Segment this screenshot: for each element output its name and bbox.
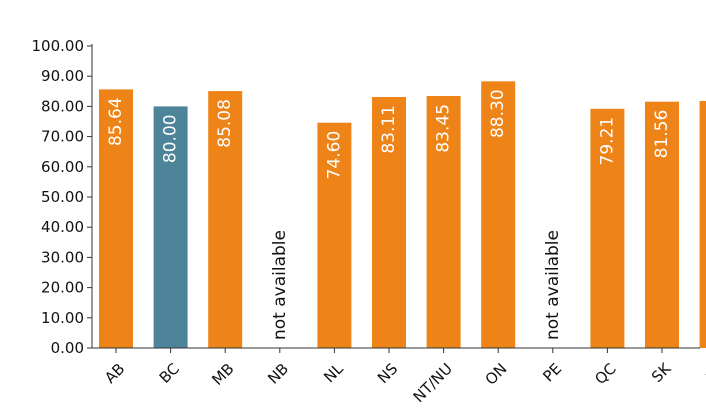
bar-nt-nu bbox=[426, 95, 461, 348]
y-tick-label: 70.00 bbox=[41, 128, 84, 146]
category-label: ON bbox=[482, 360, 511, 389]
bar-yt bbox=[699, 100, 706, 349]
category-label: NB bbox=[264, 360, 292, 388]
bar-value-label: 79.21 bbox=[597, 117, 617, 166]
y-tick-label: 100.00 bbox=[32, 37, 85, 55]
category-label: AB bbox=[101, 360, 128, 387]
bar-nl bbox=[317, 122, 352, 348]
bar-value-label: 83.45 bbox=[434, 104, 454, 153]
y-tick-label: 40.00 bbox=[41, 218, 84, 236]
category-label: NS bbox=[374, 360, 401, 387]
x-axis: AB BC MB NB NL NS NT/NU ON PE QC SK YT bbox=[92, 347, 706, 406]
y-tick-label: 10.00 bbox=[41, 309, 84, 327]
category-label: PE bbox=[539, 360, 565, 386]
category-label: NT/NU bbox=[410, 360, 456, 406]
category-label: BC bbox=[156, 360, 183, 387]
y-tick-label: 0.00 bbox=[51, 339, 84, 357]
y-axis: 0.00 10.00 20.00 30.00 40.00 50.00 60.00 70.00 8… bbox=[32, 37, 93, 357]
y-tick-label: 90.00 bbox=[41, 67, 84, 85]
category-label: YT bbox=[703, 359, 706, 386]
bar-mb bbox=[208, 91, 243, 348]
y-tick-label: 30.00 bbox=[41, 248, 84, 266]
category-label: SK bbox=[648, 359, 675, 386]
bar-value-label: 83.11 bbox=[379, 105, 399, 154]
y-tick-label: 20.00 bbox=[41, 279, 84, 297]
bar-value-label: 88.30 bbox=[488, 89, 508, 138]
bar-sk bbox=[645, 101, 679, 348]
bar-bc bbox=[153, 106, 188, 349]
bar-value-label: 74.60 bbox=[324, 131, 344, 180]
bar-ns bbox=[372, 97, 406, 348]
bar-value-label: 85.08 bbox=[215, 99, 235, 148]
category-label: MB bbox=[208, 360, 237, 389]
bars: 85.64 80.00 85.08 not available 74.60 83.11 83… bbox=[99, 81, 706, 349]
category-label: NL bbox=[320, 359, 347, 386]
bar-ab bbox=[99, 89, 133, 349]
bar-value-label: 81.56 bbox=[652, 110, 672, 159]
bar-qc bbox=[590, 108, 625, 348]
bar-on bbox=[481, 81, 516, 349]
y-tick-label: 50.00 bbox=[41, 188, 84, 206]
y-tick-label: 80.00 bbox=[41, 97, 84, 115]
not-available-label: not available bbox=[543, 230, 563, 340]
not-available-label: not available bbox=[270, 230, 290, 340]
category-label: QC bbox=[591, 360, 619, 388]
bar-value-label: 80.00 bbox=[161, 114, 181, 163]
y-tick-label: 60.00 bbox=[41, 158, 84, 176]
bar-value-label: 85.64 bbox=[106, 97, 126, 146]
